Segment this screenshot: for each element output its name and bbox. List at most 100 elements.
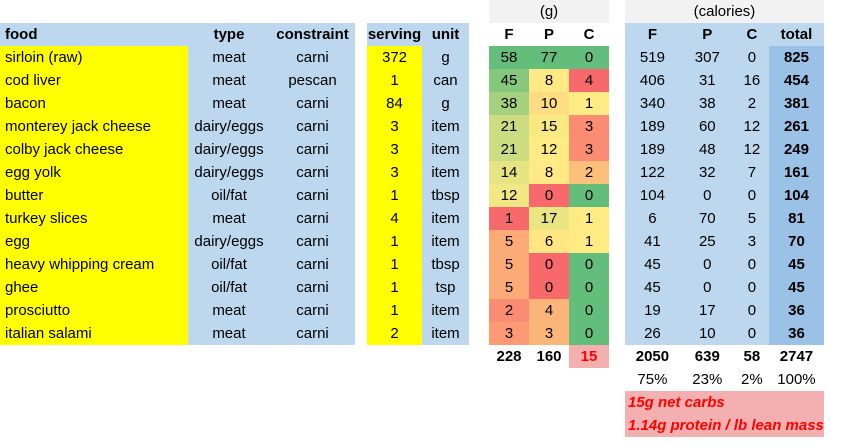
cal-carb-cell: 7 [734, 161, 769, 184]
constraint-cell: carni [270, 92, 355, 115]
unit-cell: g [422, 46, 469, 69]
serving-cell: 1 [367, 299, 422, 322]
table-row: monterey jack cheese dairy/eggs carni 3 item… [0, 115, 824, 138]
grams-carb-cell: 3 [569, 115, 609, 138]
cal-protein-cell: 60 [679, 115, 735, 138]
table-row: ghee oil/fat carni 1 tsp 5 0 0 45 0 0 45 [0, 276, 824, 299]
grams-protein-cell: 8 [529, 161, 569, 184]
cal-protein-cell: 38 [679, 92, 735, 115]
grams-carb-header: C [583, 26, 595, 43]
food-cell: turkey slices [5, 207, 188, 230]
cal-carb-cell: 5 [734, 207, 769, 230]
food-cell: cod liver [5, 69, 188, 92]
serving-cell: 1 [367, 230, 422, 253]
grams-carb-cell: 0 [569, 184, 609, 207]
cal-carb-cell: 0 [734, 253, 769, 276]
table-row: colby jack cheese dairy/eggs carni 3 item 21 1… [0, 138, 824, 161]
serving-cell: 3 [367, 115, 422, 138]
type-cell: meat [188, 207, 270, 230]
food-cell: egg yolk [5, 161, 188, 184]
cal-total-cell: 36 [769, 299, 824, 322]
food-cell: bacon [5, 92, 188, 115]
grams-protein-cell: 10 [529, 92, 569, 115]
cal-carb-cell: 0 [734, 299, 769, 322]
grams-carb-cell: 0 [569, 322, 609, 345]
cal-protein-cell: 0 [679, 276, 735, 299]
grams-protein-cell: 77 [529, 46, 569, 69]
grams-fat-cell: 21 [489, 138, 529, 161]
total-grams-fat: 228 [496, 348, 522, 365]
unit-cell: item [422, 322, 469, 345]
constraint-cell: carni [270, 276, 355, 299]
cal-protein-cell: 31 [679, 69, 735, 92]
total-calories: 2747 [779, 348, 814, 365]
unit-cell: item [422, 138, 469, 161]
grams-fat-cell: 21 [489, 115, 529, 138]
cal-carb-header: C [734, 23, 769, 46]
grams-fat-cell: 5 [489, 276, 529, 299]
unit-cell: item [422, 115, 469, 138]
cal-fat-cell: 19 [625, 299, 680, 322]
type-cell: dairy/eggs [188, 161, 270, 184]
cal-fat-cell: 406 [625, 69, 680, 92]
percent-row: 75% 23% 2% 100% [0, 368, 824, 391]
grams-protein-cell: 0 [529, 184, 569, 207]
grams-protein-header: P [543, 26, 554, 43]
serving-cell: 3 [367, 138, 422, 161]
cal-carb-cell: 0 [734, 184, 769, 207]
unit-cell: item [422, 207, 469, 230]
constraint-cell: carni [270, 115, 355, 138]
unit-cell: item [422, 230, 469, 253]
serving-cell: 84 [367, 92, 422, 115]
unit-cell: tbsp [422, 184, 469, 207]
cal-total-cell: 70 [769, 230, 824, 253]
constraint-cell: carni [270, 253, 355, 276]
grams-carb-cell: 1 [569, 207, 609, 230]
type-cell: dairy/eggs [188, 115, 270, 138]
food-cell: prosciutto [5, 299, 188, 322]
cal-total-cell: 45 [769, 276, 824, 299]
table-row: sirloin (raw) meat carni 372 g 58 77 0 519 307 0 82… [0, 46, 824, 69]
constraint-cell: carni [270, 299, 355, 322]
grams-fat-cell: 1 [489, 207, 529, 230]
constraint-cell: carni [270, 184, 355, 207]
grams-fat-cell: 12 [489, 184, 529, 207]
type-cell: dairy/eggs [188, 230, 270, 253]
grams-protein-cell: 17 [529, 207, 569, 230]
constraint-cell: carni [270, 230, 355, 253]
constraint-cell: carni [270, 322, 355, 345]
type-header: type [188, 23, 270, 46]
constraint-cell: carni [270, 161, 355, 184]
cal-carb-cell: 0 [734, 322, 769, 345]
cal-fat-cell: 340 [625, 92, 680, 115]
type-cell: meat [188, 46, 270, 69]
constraint-cell: carni [270, 207, 355, 230]
cal-fat-cell: 519 [625, 46, 680, 69]
grams-protein-cell: 15 [529, 115, 569, 138]
table-row: turkey slices meat carni 4 item 1 17 1 6 70 5 81 [0, 207, 824, 230]
column-header-row: food type constraint serving unit F P C … [0, 23, 824, 46]
cal-fat-cell: 189 [625, 138, 680, 161]
type-cell: meat [188, 69, 270, 92]
cal-carb-cell: 0 [734, 276, 769, 299]
grams-protein-cell: 8 [529, 69, 569, 92]
food-cell: sirloin (raw) [5, 46, 188, 69]
grams-protein-cell: 0 [529, 253, 569, 276]
serving-cell: 3 [367, 161, 422, 184]
cal-carb-cell: 2 [734, 92, 769, 115]
unit-cell: item [422, 161, 469, 184]
cal-protein-cell: 32 [679, 161, 735, 184]
table-row: heavy whipping cream oil/fat carni 1 tbsp 5 0 0… [0, 253, 824, 276]
food-cell: butter [5, 184, 188, 207]
table-row: italian salami meat carni 2 item 3 3 0 26 10 0 36 [0, 322, 824, 345]
cal-protein-cell: 48 [679, 138, 735, 161]
cal-protein-cell: 17 [679, 299, 735, 322]
group-header-row: (g) (calories) [0, 0, 824, 23]
cal-carb-cell: 0 [734, 46, 769, 69]
grams-group-label: (g) [489, 0, 609, 23]
unit-cell: tsp [422, 276, 469, 299]
food-cell: ghee [5, 276, 188, 299]
grams-fat-cell: 2 [489, 299, 529, 322]
cal-total-cell: 36 [769, 322, 824, 345]
grams-carb-cell: 1 [569, 230, 609, 253]
